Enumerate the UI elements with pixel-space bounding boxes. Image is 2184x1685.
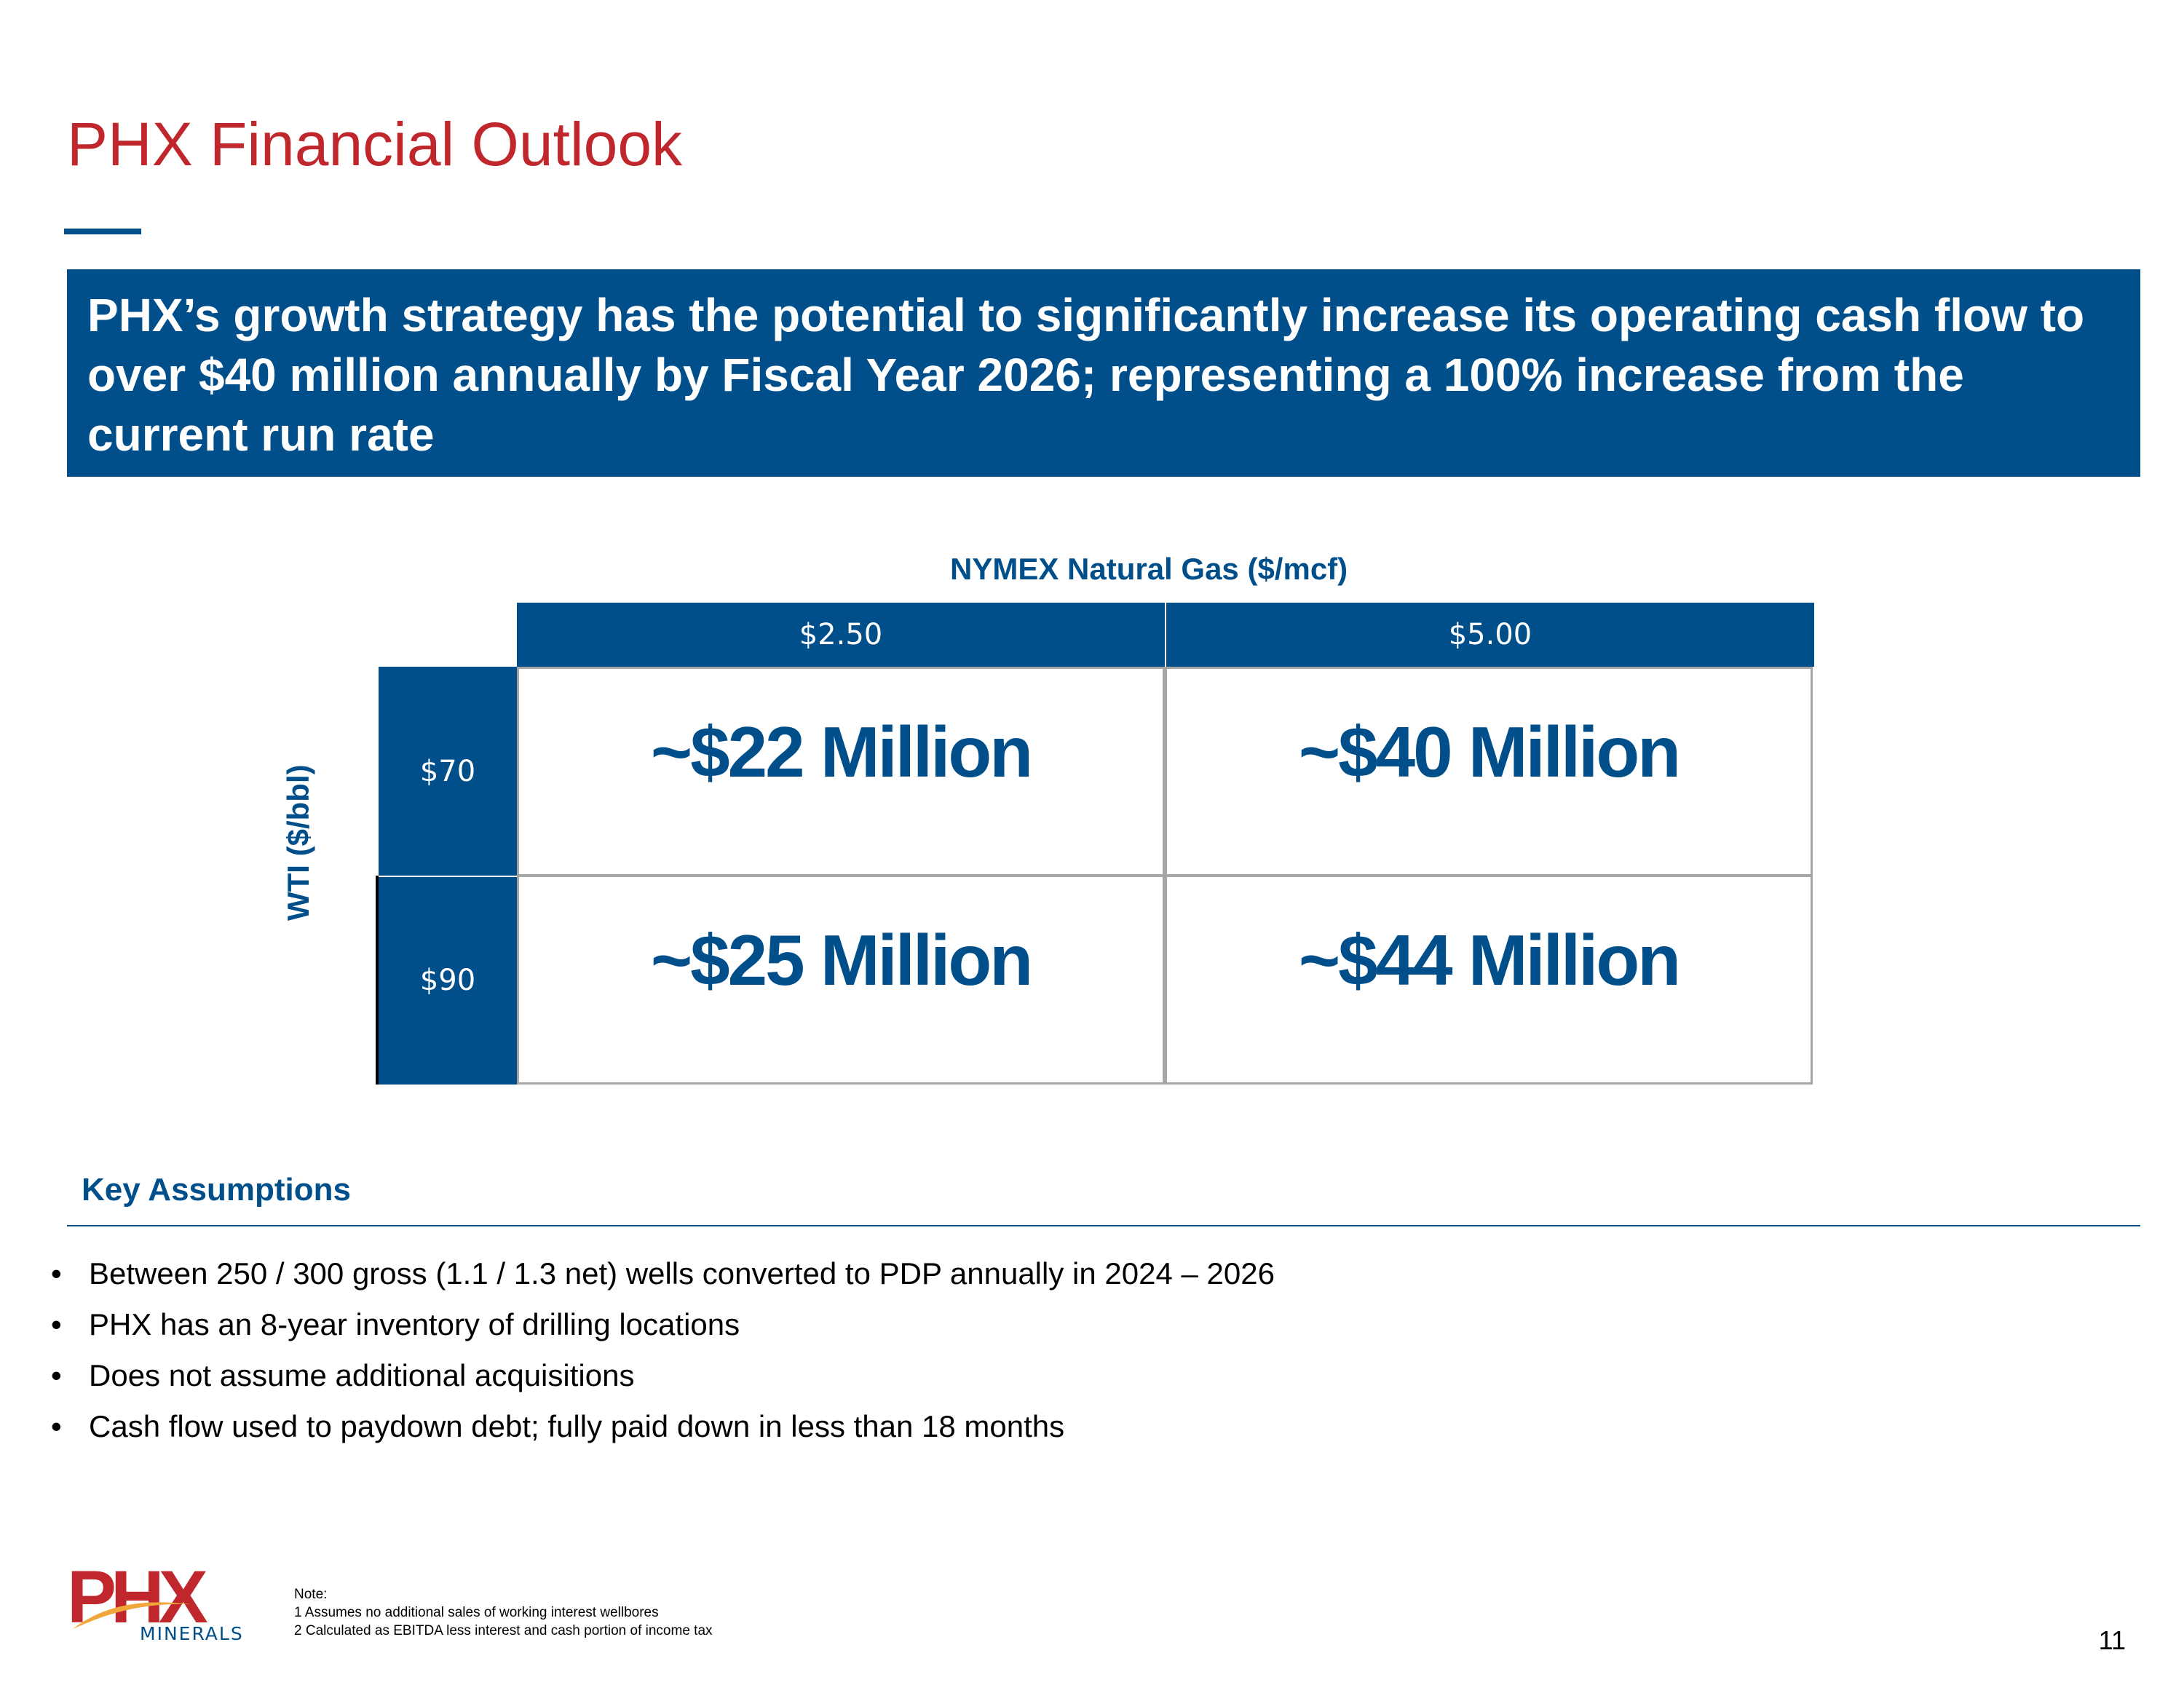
row-header-wti-low: $70 <box>379 667 517 876</box>
footnotes: Note: 1 Assumes no additional sales of w… <box>294 1585 713 1640</box>
phx-minerals-logo: PHX MINERALS <box>67 1555 256 1644</box>
cash-flow-value: ~$22 Million <box>650 712 1033 792</box>
cash-flow-value: ~$40 Million <box>1298 712 1681 792</box>
logo-wordmark: PHX <box>67 1555 208 1638</box>
assumption-text: PHX has an 8-year inventory of drilling … <box>89 1307 740 1341</box>
logo-swoosh-icon <box>73 1602 191 1629</box>
column-header-gas-low: $2.50 <box>517 603 1166 667</box>
bullet-icon: • <box>51 1358 62 1392</box>
assumption-text: Cash flow used to paydown debt; fully pa… <box>89 1409 1065 1443</box>
list-item: • Does not assume additional acquisitions <box>51 1350 1275 1401</box>
matrix-cell-wti70-gas250: ~$22 Million <box>517 667 1165 876</box>
assumptions-list: • Between 250 / 300 gross (1.1 / 1.3 net)… <box>51 1248 1275 1452</box>
list-item: • Between 250 / 300 gross (1.1 / 1.3 net)… <box>51 1248 1275 1299</box>
matrix-column-axis-label: NYMEX Natural Gas ($/mcf) <box>950 552 1348 586</box>
logo-subtext: MINERALS <box>140 1623 244 1644</box>
key-assumptions-rule <box>67 1225 2140 1226</box>
page-number: 11 <box>2098 1625 2126 1655</box>
matrix-cell-wti70-gas500: ~$40 Million <box>1165 667 1813 876</box>
headline-text: PHX’s growth strategy has the potential … <box>87 289 2085 461</box>
footnote-heading: Note: <box>294 1587 328 1602</box>
list-item: • Cash flow used to paydown debt; fully p… <box>51 1401 1275 1452</box>
footnote-1: 1 Assumes no additional sales of working… <box>294 1605 659 1620</box>
key-assumptions-heading: Key Assumptions <box>82 1172 352 1208</box>
row-header-wti-high: $90 <box>379 876 517 1085</box>
bullet-icon: • <box>51 1307 62 1341</box>
title-underline <box>64 229 141 234</box>
bullet-icon: • <box>51 1409 62 1443</box>
row-header-edge <box>376 876 379 1085</box>
assumption-text: Does not assume additional acquisitions <box>89 1358 635 1392</box>
cash-flow-value: ~$44 Million <box>1298 920 1681 1000</box>
matrix-cell-wti90-gas250: ~$25 Million <box>517 875 1165 1085</box>
row-header-divider <box>379 876 517 877</box>
headline-banner: PHX’s growth strategy has the potential … <box>67 269 2140 477</box>
assumption-text: Between 250 / 300 gross (1.1 / 1.3 net) … <box>89 1256 1275 1290</box>
matrix-row-axis-label: WTI ($/bbl) <box>281 764 315 921</box>
column-header-gas-high: $5.00 <box>1166 603 1814 667</box>
list-item: • PHX has an 8-year inventory of drilling… <box>51 1299 1275 1350</box>
page-title: PHX Financial Outlook <box>67 110 683 178</box>
matrix-cell-wti90-gas500: ~$44 Million <box>1165 875 1813 1085</box>
bullet-icon: • <box>51 1256 62 1290</box>
cash-flow-value: ~$25 Million <box>650 920 1033 1000</box>
footnote-2: 2 Calculated as EBITDA less interest and… <box>294 1623 713 1638</box>
